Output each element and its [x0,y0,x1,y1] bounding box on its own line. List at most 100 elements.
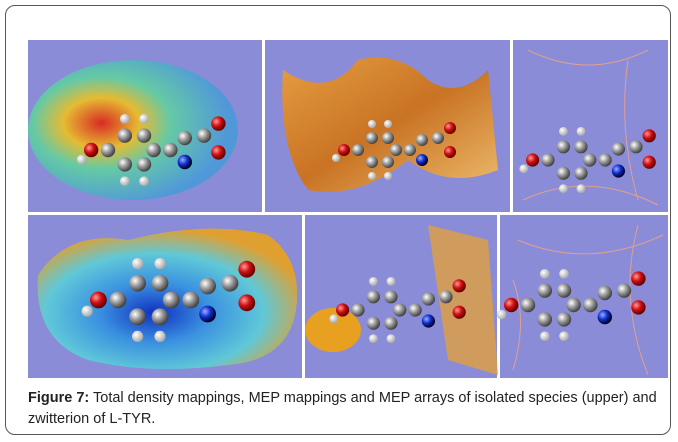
atom [336,303,349,316]
atom [118,128,132,142]
atom [432,132,444,144]
atom [154,331,165,342]
atom [559,269,569,279]
atom [118,157,132,171]
caption: Figure 7: Total density mappings, MEP ma… [28,388,668,430]
atom [90,292,107,309]
atom [540,269,550,279]
atom [384,172,392,180]
atom [384,120,392,128]
atom [382,156,394,168]
atom [439,290,452,303]
atom [163,143,177,157]
atom [84,143,98,157]
atom [453,279,466,292]
atom [82,306,93,317]
atom [409,303,422,316]
atom [404,144,416,156]
atom [152,275,169,292]
atom [416,154,428,166]
atom [577,127,586,136]
atom [526,153,539,166]
atom [199,278,216,295]
atom [387,277,396,286]
atom [199,306,216,323]
atom [559,184,568,193]
atom [566,298,580,312]
atom [369,277,378,286]
atom [197,128,211,142]
atom [139,114,149,124]
atom [110,292,127,309]
atom [222,275,239,292]
atom [178,155,192,169]
atom [541,153,554,166]
atom [557,140,570,153]
atom [643,129,656,142]
atom [120,176,130,186]
atom [643,156,656,169]
atom [393,303,406,316]
atom [137,157,151,171]
atom [519,164,528,173]
atom [559,127,568,136]
atom [598,310,612,324]
atom [366,156,378,168]
caption-text: Total density mappings, MEP mappings and… [28,390,657,427]
panel [500,215,668,378]
atom [384,290,397,303]
atom [416,134,428,146]
figure-image [28,40,668,380]
atom [152,308,169,325]
atom [631,271,645,285]
atom [182,292,199,309]
atom [497,310,507,320]
atom [368,172,376,180]
atom [612,164,625,177]
atom [453,306,466,319]
atom [132,258,143,269]
atom [574,140,587,153]
atom [574,167,587,180]
atom [583,153,596,166]
atom [77,155,87,165]
atom [598,286,612,300]
atom [557,312,571,326]
atom [163,292,180,309]
atom [211,145,225,159]
atom [178,131,192,145]
atom [631,300,645,314]
atom [366,132,378,144]
atom [129,275,146,292]
atom [139,176,149,186]
atom [521,298,535,312]
atom [540,331,550,341]
atom [367,290,380,303]
atom [132,331,143,342]
atom [384,317,397,330]
atom [154,258,165,269]
atom [352,144,364,156]
atom [369,334,378,343]
atom [368,120,376,128]
atom [137,128,151,142]
atom [422,314,435,327]
atom [367,317,380,330]
atom [577,184,586,193]
atom [238,261,255,278]
atom [211,116,225,130]
atom [504,298,518,312]
atom [146,143,160,157]
atom [329,314,338,323]
atom [583,298,597,312]
atom [557,167,570,180]
atom [599,153,612,166]
atom [444,146,456,158]
atom [338,144,350,156]
atom [559,331,569,341]
atom [129,308,146,325]
atom [557,283,571,297]
atom [390,144,402,156]
atom [538,312,552,326]
atom [351,303,364,316]
